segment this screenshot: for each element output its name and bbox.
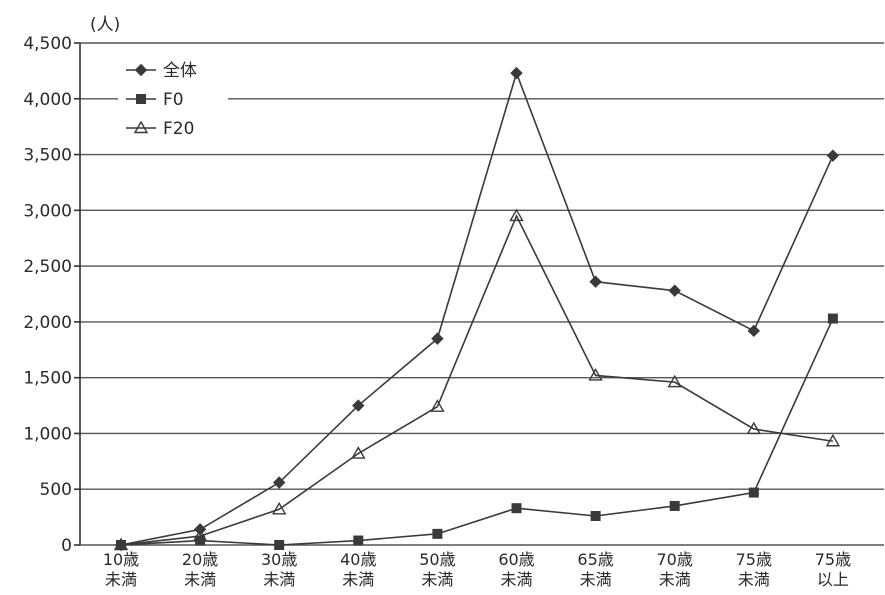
data-point-square [748, 487, 759, 498]
data-point-square [590, 510, 601, 521]
data-point-square [827, 313, 838, 324]
legend-label: F0 [163, 90, 184, 110]
x-tick-label: 未満 [184, 570, 216, 589]
y-tick-label: 500 [40, 480, 72, 500]
y-tick-label: 1,000 [23, 424, 72, 444]
data-point-square [511, 503, 522, 514]
x-tick-label: 未満 [105, 570, 137, 589]
x-tick-label: 75歳 [815, 550, 851, 569]
data-point-triangle [192, 528, 208, 542]
legend-marker-square [136, 94, 146, 104]
x-tick-label: 未満 [500, 570, 532, 589]
legend: 全体 F0 F20 [118, 54, 228, 141]
x-tick-label: 65歳 [577, 550, 613, 569]
legend-label: F20 [163, 119, 194, 139]
data-point-triangle [509, 208, 524, 222]
x-tick-label: 未満 [342, 570, 374, 589]
data-point-triangle [746, 421, 762, 435]
data-point-square [669, 500, 680, 511]
x-tick-label: 50歳 [419, 550, 455, 569]
gridlines [80, 42, 884, 546]
data-point-diamond [668, 284, 681, 297]
series-line-square [120, 318, 834, 546]
y-tick-label: 1,500 [23, 369, 72, 389]
data-point-diamond [352, 399, 365, 412]
x-tick-label: 以上 [817, 570, 849, 589]
y-tick-label: 4,000 [23, 90, 72, 110]
x-tick-label: 10歳 [103, 550, 139, 569]
data-point-diamond [272, 476, 286, 489]
y-unit-label: (人) [90, 15, 120, 35]
series-line-diamond [120, 70, 834, 546]
data-point-diamond [510, 66, 523, 80]
y-tick-label: 2,000 [23, 313, 72, 333]
data-point-diamond [747, 324, 761, 338]
data-point-triangle [667, 374, 682, 388]
x-tick-label: 60歳 [498, 550, 534, 569]
data-point-triangle [271, 501, 287, 515]
series-line-triangle [120, 213, 834, 546]
data-point-diamond [431, 332, 444, 345]
data-point-triangle [113, 537, 129, 551]
data-point-triangle [588, 368, 603, 381]
x-tick-label: 未満 [738, 570, 770, 589]
x-tick-label: 40歳 [340, 550, 376, 569]
data-point-diamond [826, 149, 840, 162]
x-tick-label: 30歳 [261, 550, 297, 569]
x-tick-label: 未満 [421, 570, 453, 589]
x-tick-label: 未満 [659, 570, 691, 589]
data-point-square [432, 528, 443, 539]
y-axis-ticks: 0 500 1,000 1,500 2,000 2,500 3,000 3,500 4,000 4… [23, 34, 81, 556]
data-point-triangle [825, 433, 841, 447]
data-point-square [353, 535, 364, 546]
x-tick-label: 75歳 [736, 550, 772, 569]
x-axis-ticks: 10歳未満20歳未満30歳未満40歳未満50歳未満60歳未満65歳未満70歳未満… [103, 550, 851, 589]
data-point-triangle [351, 446, 366, 459]
y-tick-label: 2,500 [23, 257, 72, 277]
x-tick-label: 70歳 [657, 550, 693, 569]
series-group [113, 66, 841, 552]
y-tick-label: 3,000 [23, 201, 72, 221]
x-tick-label: 未満 [263, 570, 295, 589]
data-point-square [274, 540, 285, 550]
x-tick-label: 未満 [580, 570, 612, 589]
legend-marker-diamond [134, 63, 148, 77]
x-tick-label: 20歳 [182, 550, 218, 569]
legend-marker-triangle [133, 120, 149, 134]
y-tick-label: 3,500 [23, 146, 72, 166]
y-tick-label: 4,500 [23, 34, 72, 54]
data-point-triangle [430, 399, 445, 412]
data-point-diamond [589, 275, 602, 288]
legend-label: 全体 [163, 61, 197, 81]
y-tick-label: 0 [61, 536, 72, 556]
